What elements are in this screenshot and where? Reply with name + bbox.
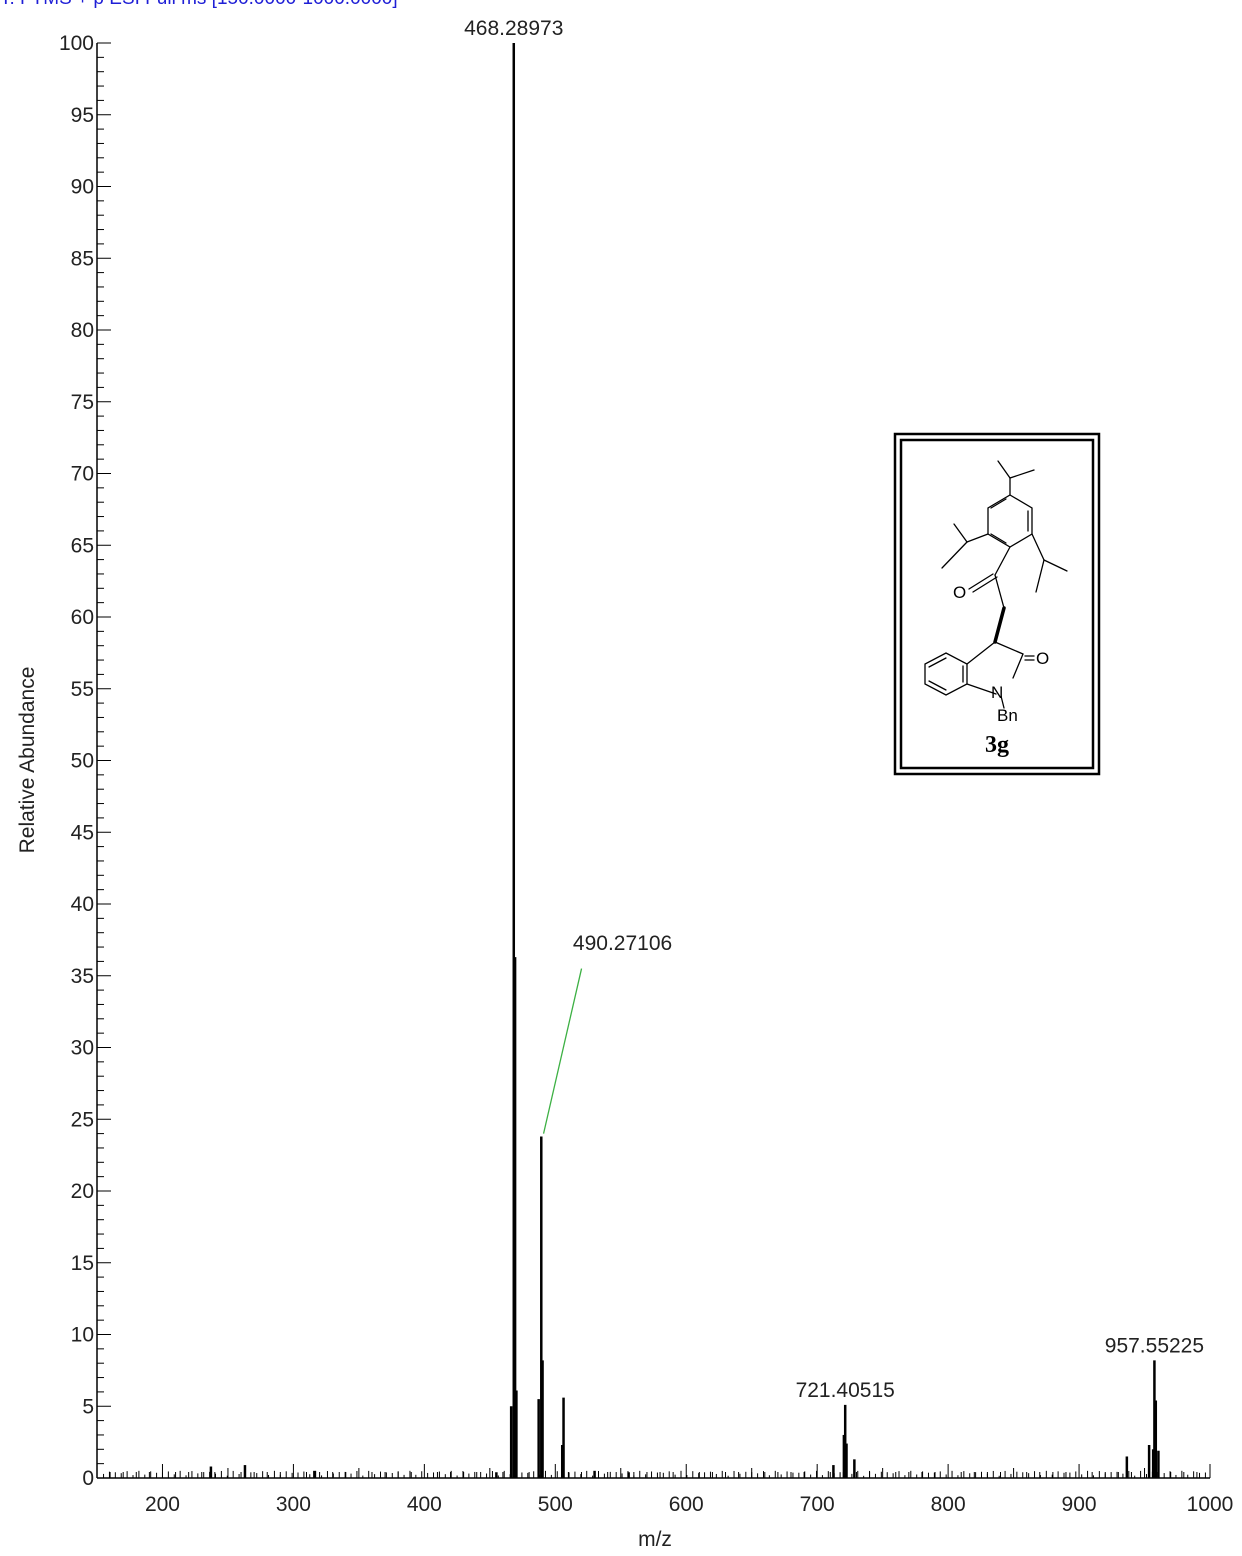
x-tick-label: 900 (1062, 1493, 1097, 1516)
y-tick-label: 70 (71, 463, 94, 486)
y-tick-label: 65 (71, 534, 94, 557)
y-ticks: 0 5 10 15 20 25 30 35 40 45 50 55 60 65 70 75 80 85 90 95 10… (59, 32, 111, 1490)
scan-header: T: FTMS + p ESI Full ms [150.0000-1000.0… (0, 0, 398, 9)
nitrogen-label: N (991, 683, 1003, 702)
compound-label: 3g (985, 732, 1009, 758)
y-tick-label: 25 (71, 1108, 94, 1131)
y-tick-label: 75 (71, 391, 94, 414)
x-tick-label: 1000 (1187, 1493, 1234, 1516)
x-ticks: 200 300 400 500 600 700 800 900 1000 (96, 1464, 1234, 1516)
x-tick-label: 300 (276, 1493, 311, 1516)
y-tick-label: 100 (59, 32, 94, 55)
peak-label: 721.40515 (796, 1379, 895, 1402)
x-tick-label: 400 (407, 1493, 442, 1516)
y-tick-label: 80 (71, 319, 94, 342)
y-tick-label: 35 (71, 965, 94, 988)
y-tick-label: 0 (82, 1467, 94, 1490)
carbonyl-oxygen-label: O (953, 583, 966, 602)
benzyl-label: Bn (997, 706, 1018, 725)
lactam-oxygen-label: O (1036, 649, 1049, 668)
y-tick-label: 55 (71, 678, 94, 701)
y-tick-label: 15 (71, 1252, 94, 1275)
y-tick-label: 85 (71, 247, 94, 270)
y-tick-label: 90 (71, 176, 94, 199)
molecule-bonds (924, 460, 1068, 709)
y-tick-label: 95 (71, 104, 94, 127)
peak-leader-line (542, 968, 583, 1134)
x-tick-label: 800 (931, 1493, 966, 1516)
y-tick-label: 45 (71, 821, 94, 844)
x-tick-label: 200 (145, 1493, 180, 1516)
y-tick-label: 20 (71, 1180, 94, 1203)
y-tick-label: 50 (71, 750, 94, 773)
peak-label: 957.55225 (1105, 1334, 1204, 1357)
y-tick-label: 30 (71, 1037, 94, 1060)
inset-outer-frame (893, 432, 1101, 776)
structure-inset: O O N Bn 3g (893, 432, 1101, 776)
x-axis-title: m/z (638, 1528, 672, 1551)
x-tick-label: 600 (669, 1493, 704, 1516)
peak-label: 490.27106 (573, 932, 672, 955)
y-tick-label: 40 (71, 893, 94, 916)
peak-label: 468.28973 (464, 17, 563, 40)
y-axis-title: Relative Abundance (16, 667, 39, 854)
x-tick-label: 500 (538, 1493, 573, 1516)
axes (96, 43, 1210, 1479)
y-tick-label: 60 (71, 606, 94, 629)
y-tick-label: 5 (82, 1395, 94, 1418)
x-tick-label: 700 (800, 1493, 835, 1516)
inset-inner-frame (899, 438, 1095, 770)
y-tick-label: 10 (71, 1324, 94, 1347)
peaks (103, 43, 1206, 1478)
peak-annotations: 468.28973 490.27106 721.40515 957.55225 (464, 17, 1204, 1402)
